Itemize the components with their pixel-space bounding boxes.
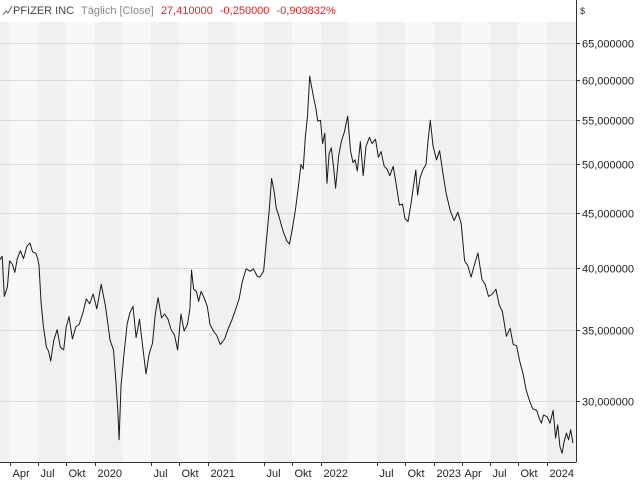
period-band xyxy=(179,22,208,462)
y-tick-label: 30,000000 xyxy=(582,397,634,409)
period-band xyxy=(94,22,123,462)
period-band xyxy=(292,22,321,462)
period-band xyxy=(489,22,519,462)
period-band xyxy=(320,22,349,462)
period-band xyxy=(9,22,38,462)
period-band xyxy=(433,22,462,462)
chart-header: PFIZER INC Täglich [Close] 27,410000 -0,… xyxy=(2,5,336,17)
period-band xyxy=(37,22,67,462)
period-band xyxy=(122,22,151,462)
x-tick-label: Okt xyxy=(521,468,538,480)
period-band xyxy=(546,22,576,462)
period-band xyxy=(0,22,10,462)
y-tick-label: 40,000000 xyxy=(582,264,634,276)
price-series xyxy=(0,75,574,454)
x-tick-label: Okt xyxy=(408,468,425,480)
x-tick-label: Jul xyxy=(41,468,55,480)
x-tick-label: Jul xyxy=(267,468,281,480)
x-tick-label: Okt xyxy=(69,468,86,480)
period-band xyxy=(376,22,406,462)
change-abs: -0,250000 xyxy=(220,5,270,17)
x-tick-label: Okt xyxy=(295,468,312,480)
svg-text:PFIZER INC Täglich [Cl: PFIZER INC Täglich [Close] 27,410000 -0,… xyxy=(13,5,336,17)
period-band xyxy=(207,22,236,462)
last-price: 27,410000 xyxy=(161,5,213,17)
x-tick-label: 2024 xyxy=(550,468,574,480)
period-band xyxy=(405,22,434,462)
plot-frame xyxy=(0,0,577,463)
y-unit-label: $ xyxy=(580,6,585,16)
period-bands xyxy=(0,22,576,462)
line-chart-icon xyxy=(2,5,13,16)
period-label: Täglich [Close] xyxy=(81,5,154,17)
y-tick-label: 45,000000 xyxy=(582,209,634,221)
x-tick-label: Jul xyxy=(154,468,168,480)
x-tick-label: Jul xyxy=(380,468,394,480)
x-tick-label: Apr xyxy=(465,468,482,480)
x-tick-label: 2023 xyxy=(437,468,461,480)
y-tick-label: 50,000000 xyxy=(582,160,634,172)
x-tick-label: Jul xyxy=(493,468,507,480)
y-tick-label: 60,000000 xyxy=(582,76,634,88)
period-band xyxy=(461,22,490,462)
instrument-name: PFIZER INC xyxy=(13,5,74,17)
x-tick-label: Okt xyxy=(182,468,199,480)
period-band xyxy=(235,22,264,462)
period-band xyxy=(518,22,547,462)
y-tick-label: 35,000000 xyxy=(582,326,634,338)
x-tick-label: 2020 xyxy=(98,468,122,480)
y-tick-label: 65,000000 xyxy=(582,39,634,51)
period-band xyxy=(150,22,180,462)
x-tick-label: Apr xyxy=(13,468,30,480)
x-axis: Apr Jul Okt 2020 Jul Okt 2021 Jul Okt 2022 Jul Okt 2… xyxy=(10,462,574,480)
y-axis: 30,000000 35,000000 40,000000 45,000000 50,0… xyxy=(576,39,634,409)
price-line xyxy=(0,75,574,454)
y-tick-label: 55,000000 xyxy=(582,116,634,128)
period-band xyxy=(348,22,377,462)
x-tick-label: 2021 xyxy=(211,468,235,480)
change-pct: -0,903832% xyxy=(276,5,336,17)
x-tick-label: 2022 xyxy=(324,468,348,480)
period-band xyxy=(66,22,95,462)
